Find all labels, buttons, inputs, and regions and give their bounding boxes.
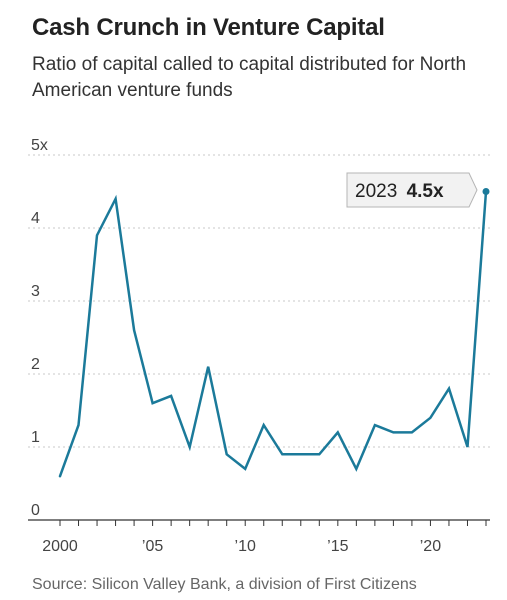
- y-tick-label: 5x: [31, 137, 48, 154]
- x-tick-label: ’20: [420, 538, 441, 555]
- y-tick-label: 2: [31, 356, 40, 373]
- callout-year: 2023: [355, 181, 397, 202]
- y-tick-label: 3: [31, 283, 40, 300]
- y-tick-label: 4: [31, 210, 40, 227]
- callout-2023: 2023 4.5x: [346, 172, 478, 208]
- x-tick-label: 2000: [42, 538, 78, 555]
- chart-title: Cash Crunch in Venture Capital: [32, 14, 385, 41]
- chart-subtitle: Ratio of capital called to capital distr…: [32, 54, 467, 101]
- y-axis-ticks: 0 1 2 3 4 5x: [31, 137, 48, 519]
- x-tick-label: ’10: [235, 538, 256, 555]
- series-line: [58, 188, 490, 478]
- svg-text:2023 4.5x: 2023 4.5x: [355, 181, 444, 202]
- x-tick-label: ’15: [327, 538, 348, 555]
- callout-value: 4.5x: [407, 181, 444, 202]
- x-axis: 2000 ’05 ’10 ’15 ’20: [28, 519, 490, 555]
- x-tick-label: ’05: [142, 538, 163, 555]
- endpoint-marker: [482, 188, 490, 195]
- gridlines: [28, 154, 490, 448]
- series-line-path: [58, 190, 488, 478]
- source-note: Source: Silicon Valley Bank, a division …: [32, 576, 417, 593]
- y-tick-label: 0: [31, 502, 40, 519]
- callout-box: [346, 172, 478, 208]
- y-tick-label: 1: [31, 429, 40, 446]
